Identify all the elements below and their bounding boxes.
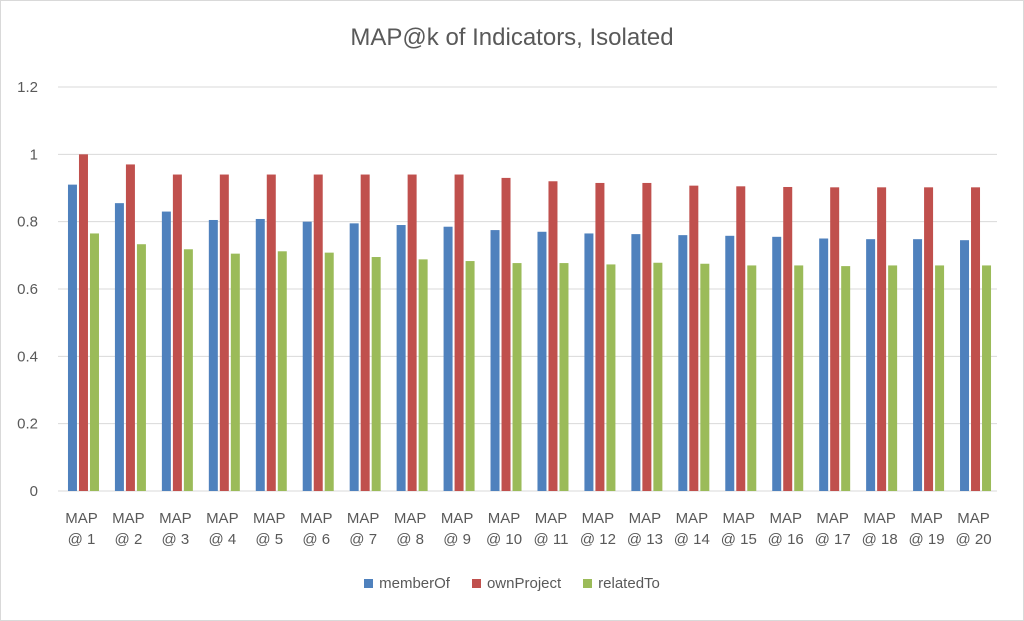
bar-memberOf	[772, 236, 782, 491]
bar-memberOf	[349, 223, 359, 491]
x-tick-label: MAP @ 3	[159, 510, 192, 548]
x-tick-label: MAP @ 16	[768, 510, 804, 548]
bar-relatedTo	[183, 249, 193, 491]
y-tick-label: 1	[30, 146, 38, 163]
x-tick-label: MAP @ 2	[112, 510, 145, 548]
legend-item-memberOf: memberOf	[364, 575, 450, 592]
bar-memberOf	[584, 233, 594, 491]
legend-item-relatedTo: relatedTo	[583, 575, 660, 592]
x-tick-label: MAP @ 10	[486, 510, 522, 548]
bar-relatedTo	[606, 264, 616, 491]
chart-legend: memberOf ownProject relatedTo	[0, 575, 1024, 592]
bar-relatedTo	[653, 262, 663, 491]
x-tick-label: MAP @ 20	[955, 510, 991, 548]
bar-memberOf	[631, 234, 641, 491]
bar-ownProject	[172, 174, 182, 492]
bar-ownProject	[313, 174, 323, 492]
x-tick-label: MAP @ 9	[441, 510, 474, 548]
bar-memberOf	[960, 240, 970, 491]
bar-relatedTo	[465, 261, 475, 491]
bar-relatedTo	[841, 266, 851, 491]
x-tick-label: MAP @ 12	[580, 510, 616, 548]
legend-swatch	[471, 579, 481, 588]
bar-relatedTo	[418, 259, 428, 491]
bar-memberOf	[678, 235, 688, 491]
bar-ownProject	[689, 185, 699, 492]
bar-relatedTo	[559, 263, 569, 491]
bar-ownProject	[783, 186, 793, 492]
y-tick-label: 0.6	[17, 281, 38, 298]
bar-relatedTo	[277, 251, 287, 491]
bar-ownProject	[877, 187, 887, 491]
x-tick-label: MAP @ 8	[394, 510, 427, 548]
bar-memberOf	[161, 211, 171, 492]
bar-relatedTo	[512, 263, 522, 491]
bar-relatedTo	[747, 265, 757, 491]
bar-memberOf	[302, 221, 312, 491]
x-tick-label: MAP @ 11	[533, 510, 568, 548]
bar-ownProject	[924, 187, 934, 491]
bar-relatedTo	[982, 265, 992, 491]
chart-title: MAP@k of Indicators, Isolated	[350, 24, 674, 51]
legend-swatch	[364, 579, 374, 588]
legend-item-ownProject: ownProject	[471, 575, 562, 592]
bar-memberOf	[67, 184, 77, 491]
bar-relatedTo	[700, 263, 710, 491]
bar-ownProject	[454, 174, 464, 492]
bar-memberOf	[866, 239, 876, 491]
legend-label: memberOf	[379, 575, 450, 592]
y-tick-label: 0.8	[17, 214, 38, 231]
legend-label: ownProject	[486, 575, 562, 592]
x-tick-label: MAP @ 7	[347, 510, 380, 548]
bar-relatedTo	[935, 265, 945, 491]
bar-memberOf	[443, 226, 453, 491]
x-tick-label: MAP @ 17	[815, 510, 851, 548]
x-tick-label: MAP @ 14	[674, 510, 710, 548]
bar-relatedTo	[89, 233, 99, 491]
x-tick-label: MAP @ 5	[253, 510, 286, 548]
legend-swatch	[583, 579, 593, 588]
x-tick-label: MAP @ 13	[627, 510, 663, 548]
bar-ownProject	[219, 174, 229, 492]
bar-memberOf	[913, 239, 923, 491]
x-tick-label: MAP @ 19	[909, 510, 945, 548]
bar-ownProject	[736, 186, 746, 492]
bar-relatedTo	[324, 252, 334, 491]
x-tick-label: MAP @ 1	[65, 510, 98, 548]
y-tick-label: 1.2	[17, 79, 38, 96]
bar-ownProject	[971, 187, 981, 491]
bar-memberOf	[255, 218, 265, 491]
bar-relatedTo	[136, 244, 146, 491]
x-tick-label: MAP @ 15	[721, 510, 757, 548]
bar-relatedTo	[888, 265, 898, 491]
bar-memberOf	[537, 231, 547, 491]
y-tick-label: 0	[30, 483, 38, 500]
bar-relatedTo	[794, 265, 804, 491]
bar-ownProject	[360, 174, 370, 492]
bar-ownProject	[830, 187, 840, 491]
x-tick-label: MAP @ 4	[206, 510, 239, 548]
bar-ownProject	[548, 181, 558, 491]
bar-memberOf	[819, 238, 829, 491]
bar-relatedTo	[230, 253, 240, 491]
y-tick-label: 0.2	[17, 416, 38, 433]
bar-ownProject	[407, 174, 417, 492]
bar-ownProject	[266, 174, 276, 492]
x-tick-label: MAP @ 6	[300, 510, 333, 548]
y-tick-label: 0.4	[17, 348, 38, 365]
bar-memberOf	[114, 203, 124, 491]
bar-ownProject	[642, 182, 652, 491]
bar-ownProject	[501, 177, 511, 491]
bar-memberOf	[490, 230, 500, 492]
bar-relatedTo	[371, 257, 381, 491]
bar-ownProject	[78, 154, 88, 492]
legend-label: relatedTo	[598, 575, 660, 592]
bar-ownProject	[125, 164, 135, 491]
x-tick-label: MAP @ 18	[862, 510, 898, 548]
bar-memberOf	[725, 235, 735, 491]
bar-memberOf	[396, 225, 406, 492]
bar-ownProject	[595, 182, 605, 491]
bar-memberOf	[208, 219, 218, 491]
